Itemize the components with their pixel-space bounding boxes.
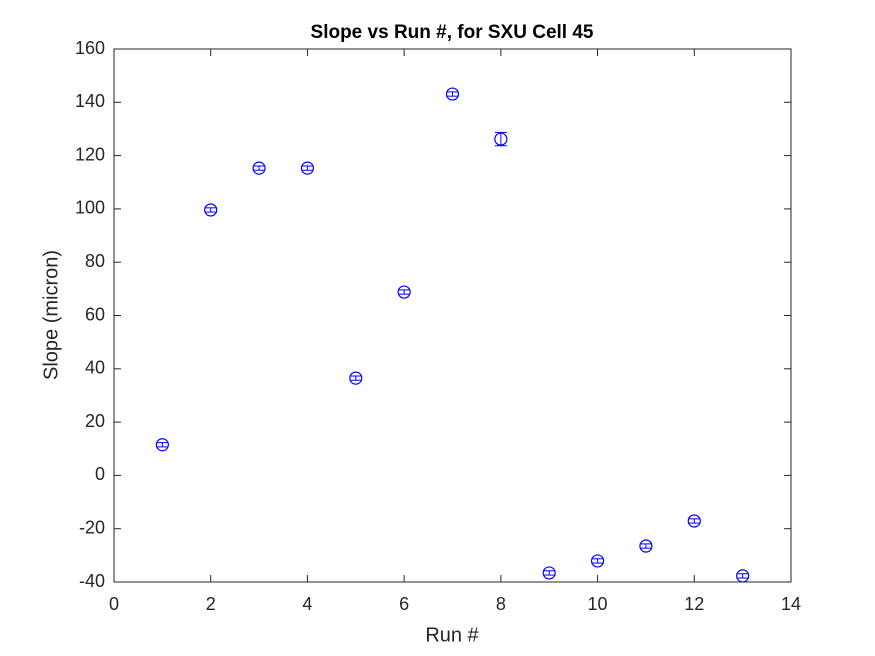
y-tick-label: 100 bbox=[75, 198, 105, 218]
data-point bbox=[252, 161, 266, 175]
x-tick-label: 2 bbox=[206, 594, 216, 614]
data-point bbox=[736, 569, 750, 583]
data-point bbox=[155, 438, 169, 452]
data-point bbox=[445, 87, 460, 101]
x-tick-label: 14 bbox=[781, 594, 801, 614]
chart-title: Slope vs Run #, for SXU Cell 45 bbox=[311, 22, 594, 43]
y-tick-label: -20 bbox=[79, 517, 105, 537]
data-point bbox=[300, 161, 315, 175]
y-tick-label: 160 bbox=[75, 38, 105, 58]
x-axis-label: Run # bbox=[425, 624, 479, 646]
y-tick-label: 40 bbox=[85, 358, 105, 378]
y-tick-label: 60 bbox=[85, 304, 105, 324]
y-tick-label: 0 bbox=[95, 464, 105, 484]
data-point bbox=[397, 285, 411, 299]
x-tick-label: 6 bbox=[399, 594, 409, 614]
data-point bbox=[639, 539, 653, 553]
y-tick-label: 120 bbox=[75, 144, 105, 164]
x-tick-label: 4 bbox=[302, 594, 312, 614]
data-point bbox=[204, 203, 218, 217]
data-point bbox=[590, 554, 605, 568]
x-tick-label: 12 bbox=[684, 594, 704, 614]
y-tick-label: 80 bbox=[85, 251, 105, 271]
x-tick-label: 10 bbox=[588, 594, 608, 614]
y-tick-label: 20 bbox=[85, 411, 105, 431]
x-tick-label: 0 bbox=[109, 594, 119, 614]
data-point bbox=[542, 566, 556, 580]
y-tick-label: -40 bbox=[79, 571, 105, 591]
data-point bbox=[349, 371, 363, 385]
data-point bbox=[494, 132, 508, 146]
plot-frame bbox=[113, 48, 792, 583]
x-tick-label: 8 bbox=[496, 594, 506, 614]
y-tick-label: 140 bbox=[75, 91, 105, 111]
y-axis-label: Slope (micron) bbox=[40, 250, 62, 380]
data-point bbox=[687, 514, 701, 528]
